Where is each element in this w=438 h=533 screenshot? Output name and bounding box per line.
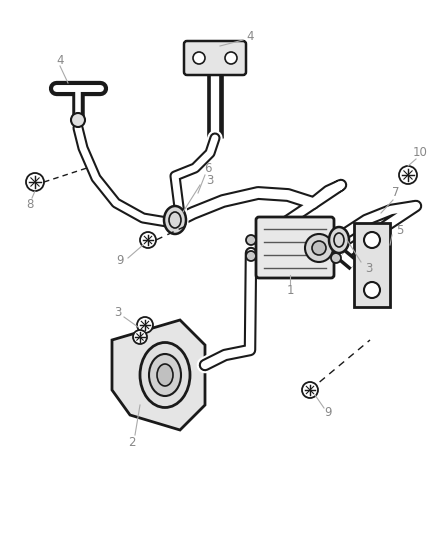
Circle shape	[364, 282, 380, 298]
Ellipse shape	[140, 343, 190, 408]
Ellipse shape	[149, 354, 181, 396]
Text: 7: 7	[392, 187, 400, 199]
Circle shape	[26, 173, 44, 191]
Text: 10: 10	[413, 147, 427, 159]
Circle shape	[193, 52, 205, 64]
Text: 1: 1	[286, 284, 294, 296]
FancyBboxPatch shape	[256, 217, 334, 278]
Polygon shape	[354, 223, 390, 307]
Text: 9: 9	[116, 254, 124, 266]
Circle shape	[399, 166, 417, 184]
Text: 6: 6	[204, 161, 212, 174]
Text: 4: 4	[56, 53, 64, 67]
Polygon shape	[112, 320, 205, 430]
Circle shape	[133, 330, 147, 344]
Ellipse shape	[157, 364, 173, 386]
Circle shape	[137, 317, 153, 333]
FancyBboxPatch shape	[184, 41, 246, 75]
Circle shape	[364, 232, 380, 248]
Circle shape	[225, 52, 237, 64]
Circle shape	[71, 113, 85, 127]
Text: 3: 3	[206, 174, 214, 187]
Text: 3: 3	[365, 262, 373, 274]
Circle shape	[302, 382, 318, 398]
Circle shape	[331, 253, 341, 263]
Circle shape	[246, 251, 256, 261]
Circle shape	[312, 241, 326, 255]
Text: 8: 8	[26, 198, 34, 211]
Text: 5: 5	[396, 223, 404, 237]
Circle shape	[331, 233, 341, 243]
Ellipse shape	[164, 206, 186, 234]
Circle shape	[140, 232, 156, 248]
Circle shape	[246, 235, 256, 245]
Text: 3: 3	[114, 306, 122, 319]
Text: 9: 9	[324, 406, 332, 418]
Text: 2: 2	[128, 437, 136, 449]
Circle shape	[305, 234, 333, 262]
Text: 4: 4	[246, 29, 254, 43]
Ellipse shape	[329, 227, 349, 253]
